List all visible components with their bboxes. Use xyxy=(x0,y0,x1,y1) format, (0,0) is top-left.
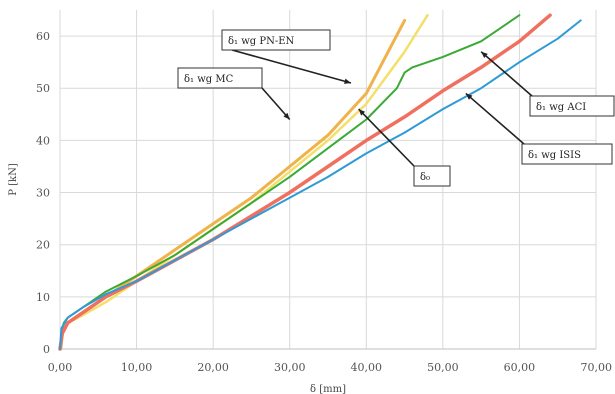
annotation-label: δ₁ wg ISIS xyxy=(528,150,581,161)
x-tick-label: 20,00 xyxy=(197,361,229,374)
y-axis-title: P [kN] xyxy=(8,163,19,196)
y-tick-label: 20 xyxy=(36,239,50,252)
annotation-box xyxy=(413,165,451,187)
annotation-box xyxy=(177,67,263,89)
x-tick-label: 40,00 xyxy=(351,361,383,374)
annotation-callout: δ₁ wg ISIS xyxy=(465,92,613,165)
annotation-box xyxy=(521,143,613,165)
annotation-callout: δ₁ wg ACI xyxy=(480,51,615,117)
x-tick-label: 70,00 xyxy=(581,361,613,374)
y-tick-label: 50 xyxy=(36,82,50,95)
annotation-label: δ₁ wg ACI xyxy=(536,102,586,113)
annotation-arrow xyxy=(261,87,291,121)
x-tick-label: 50,00 xyxy=(427,361,459,374)
x-tick-label: 30,00 xyxy=(274,361,306,374)
annotation-callout: δ₁ wg PN-EN xyxy=(221,29,352,84)
y-tick-label: 40 xyxy=(36,134,50,147)
annotation-arrow xyxy=(465,92,525,145)
annotation-box xyxy=(221,29,331,51)
annotation-callout: δ₀ xyxy=(358,108,451,187)
x-tick-label: 60,00 xyxy=(504,361,536,374)
x-axis-title: δ [mm] xyxy=(310,384,346,394)
annotation-arrowhead xyxy=(283,112,290,120)
annotation-arrow xyxy=(231,49,352,84)
annotation-arrowhead xyxy=(344,78,351,84)
annotation-arrow xyxy=(358,108,415,167)
x-tick-label: 0,00 xyxy=(48,361,73,374)
annotation-arrowhead xyxy=(358,109,366,116)
x-tick-label: 10,00 xyxy=(121,361,153,374)
y-tick-label: 30 xyxy=(36,187,50,200)
annotation-callout: δ₁ wg MC xyxy=(177,67,291,121)
annotation-box xyxy=(529,95,615,117)
series-line-4 xyxy=(59,19,582,350)
y-tick-label: 10 xyxy=(36,291,50,304)
annotation-arrowhead xyxy=(465,93,473,100)
annotation-label: δ₀ xyxy=(420,172,430,183)
series-line-1 xyxy=(59,13,429,351)
series-line-3 xyxy=(58,13,552,351)
annotation-label: δ₁ wg MC xyxy=(184,74,234,85)
y-tick-label: 60 xyxy=(36,30,50,43)
annotation-arrowhead xyxy=(481,51,488,59)
annotation-label: δ₁ wg PN-EN xyxy=(228,36,295,47)
y-tick-label: 0 xyxy=(43,343,50,356)
annotation-arrow xyxy=(480,51,533,97)
